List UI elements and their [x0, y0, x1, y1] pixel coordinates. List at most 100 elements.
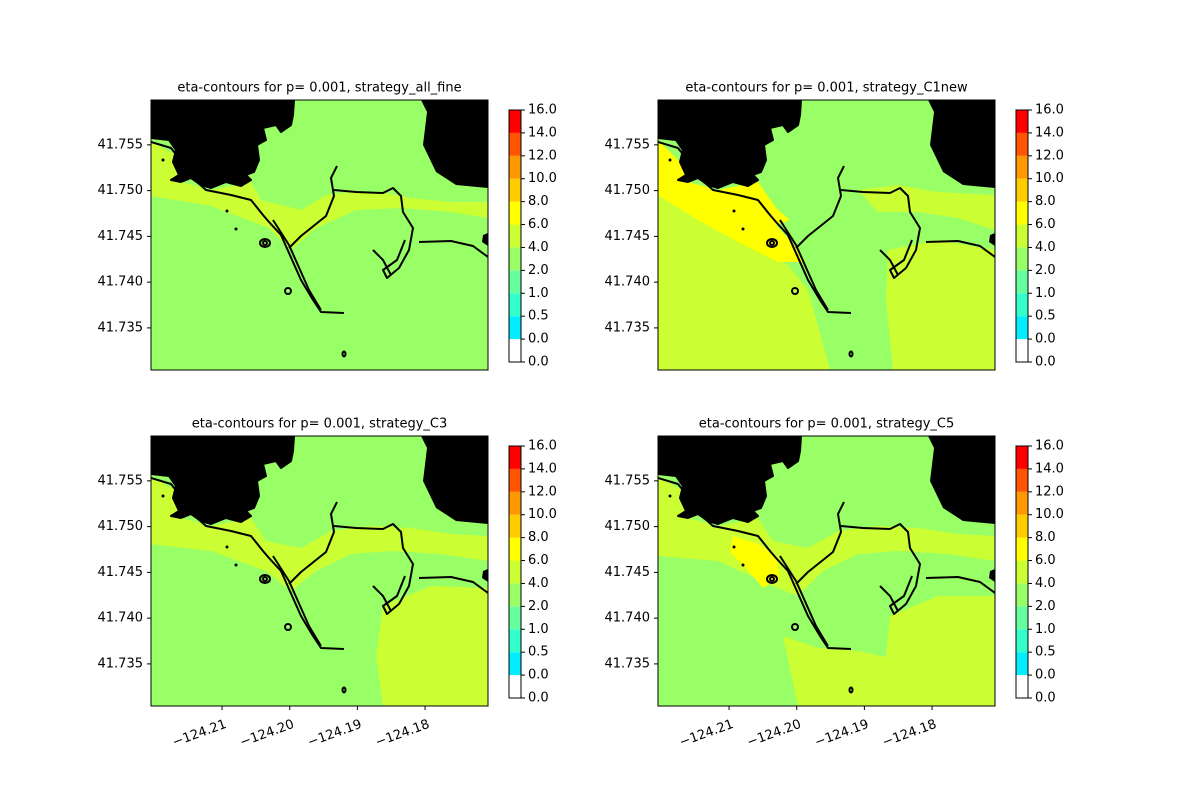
y-tick-label: 41.755 — [98, 473, 144, 488]
colorbar-tick-label: 0.5 — [528, 309, 549, 324]
colorbar-segment — [509, 514, 521, 538]
colorbar-segment — [1016, 339, 1028, 362]
colorbar-tick-label: 10.0 — [1035, 171, 1064, 186]
x-tick-label: −124.19 — [306, 717, 364, 750]
colorbar-segment — [1016, 270, 1028, 294]
colorbar-tick-label: 10.0 — [528, 171, 557, 186]
colorbar-tick-label: 0.0 — [1035, 355, 1056, 370]
y-tick-label: 41.735 — [98, 656, 144, 671]
colorbar-tick-label: 8.0 — [528, 194, 549, 209]
y-tick-label: 41.735 — [605, 320, 651, 335]
map — [658, 100, 995, 370]
colorbar-segment — [509, 110, 521, 133]
axes-frame — [150, 99, 489, 371]
colorbar-segment — [509, 560, 521, 584]
colorbar-segment — [1016, 560, 1028, 584]
colorbar-segment — [1016, 583, 1028, 607]
colorbar-segment — [509, 316, 521, 340]
colorbar-tick-label: 0.5 — [528, 645, 549, 660]
y-tick-label: 41.750 — [98, 183, 144, 198]
colorbar-tick-label: 14.0 — [1035, 125, 1064, 140]
y-tick-label: 41.735 — [98, 320, 144, 335]
y-tick-label: 41.755 — [98, 137, 144, 152]
colorbar-tick-label: 0.5 — [1035, 645, 1056, 660]
colorbar-segment — [509, 178, 521, 202]
y-tick-label: 41.740 — [98, 611, 144, 626]
colorbar-segment — [1016, 316, 1028, 340]
colorbar-tick-label: 10.0 — [1035, 507, 1064, 522]
colorbar-segment — [1016, 675, 1028, 698]
colorbar-tick-label: 12.0 — [1035, 484, 1064, 499]
colorbar-tick-label: 8.0 — [1035, 194, 1056, 209]
panel: eta-contours for p= 0.001, strategy_all_… — [98, 81, 557, 371]
colorbar-tick-label: 8.0 — [528, 530, 549, 545]
colorbar-tick-label: 2.0 — [1035, 599, 1056, 614]
panel: eta-contours for p= 0.001, strategy_C5 41… — [605, 417, 1064, 751]
colorbar-tick-label: 1.0 — [1035, 286, 1056, 301]
contour-region — [151, 476, 488, 591]
colorbar-tick-label: 6.0 — [528, 553, 549, 568]
chart-title: eta-contours for p= 0.001, strategy_C5 — [699, 417, 954, 432]
colorbar-segment — [509, 537, 521, 561]
colorbar-tick-label: 0.0 — [528, 355, 549, 370]
contour-region — [376, 586, 488, 706]
colorbar-tick-label: 2.0 — [528, 263, 549, 278]
colorbar-segment — [509, 132, 521, 156]
x-tick-label: −124.20 — [745, 717, 803, 750]
x-tick-label: −124.18 — [881, 717, 939, 750]
colorbar-segment — [509, 155, 521, 179]
colorbar-segment — [509, 652, 521, 676]
colorbar-tick-label: 8.0 — [1035, 530, 1056, 545]
colorbar-tick-label: 16.0 — [528, 103, 557, 118]
colorbar-segment — [509, 468, 521, 492]
y-tick-label: 41.745 — [605, 229, 651, 244]
contour-region — [886, 596, 995, 706]
colorbar-segment — [1016, 446, 1028, 469]
colorbar-segment — [509, 446, 521, 469]
y-tick-label: 41.740 — [605, 275, 651, 290]
colorbar-tick-label: 0.5 — [1035, 309, 1056, 324]
colorbar-segment — [509, 339, 521, 362]
contour-region — [858, 185, 995, 230]
colorbar-segment — [509, 270, 521, 294]
colorbar-segment — [1016, 178, 1028, 202]
colorbar-tick-label: 14.0 — [1035, 461, 1064, 476]
colorbar-segment — [1016, 537, 1028, 561]
colorbar-tick-label: 2.0 — [1035, 263, 1056, 278]
colorbar-tick-label: 16.0 — [1035, 103, 1064, 118]
colorbar-tick-label: 0.0 — [1035, 668, 1056, 683]
y-tick-label: 41.755 — [605, 473, 651, 488]
colorbar-tick-label: 12.0 — [528, 148, 557, 163]
colorbar-tick-label: 12.0 — [1035, 148, 1064, 163]
colorbar-segment — [1016, 201, 1028, 225]
contour-region — [151, 142, 488, 250]
axes-frame — [150, 435, 489, 707]
colorbar-tick-label: 6.0 — [1035, 217, 1056, 232]
colorbar-tick-label: 6.0 — [1035, 553, 1056, 568]
colorbar-tick-label: 1.0 — [528, 286, 549, 301]
colorbar-tick-label: 6.0 — [528, 217, 549, 232]
x-tick-label: −124.21 — [677, 717, 735, 750]
y-tick-label: 41.750 — [605, 519, 651, 534]
colorbar-segment — [1016, 468, 1028, 492]
colorbar-segment — [1016, 514, 1028, 538]
y-tick-label: 41.755 — [605, 137, 651, 152]
chart-title: eta-contours for p= 0.001, strategy_C1ne… — [685, 81, 968, 96]
contour-region — [886, 240, 995, 370]
colorbar-tick-label: 0.0 — [528, 332, 549, 347]
colorbar-segment — [1016, 155, 1028, 179]
contour-region — [783, 636, 890, 706]
colorbar-segment — [1016, 491, 1028, 515]
colorbar-segment — [509, 293, 521, 317]
contour-region — [658, 140, 803, 262]
panel: eta-contours for p= 0.001, strategy_C1ne… — [605, 81, 1064, 371]
colorbar-frame — [508, 109, 522, 363]
colorbar-segment — [509, 247, 521, 271]
x-tick-label: −124.19 — [813, 717, 871, 750]
colorbar-segment — [1016, 629, 1028, 653]
x-tick-label: −124.18 — [374, 717, 432, 750]
colorbar-tick-label: 4.0 — [528, 240, 549, 255]
colorbar-segment — [1016, 247, 1028, 271]
colorbar-segment — [509, 629, 521, 653]
y-tick-label: 41.750 — [605, 183, 651, 198]
